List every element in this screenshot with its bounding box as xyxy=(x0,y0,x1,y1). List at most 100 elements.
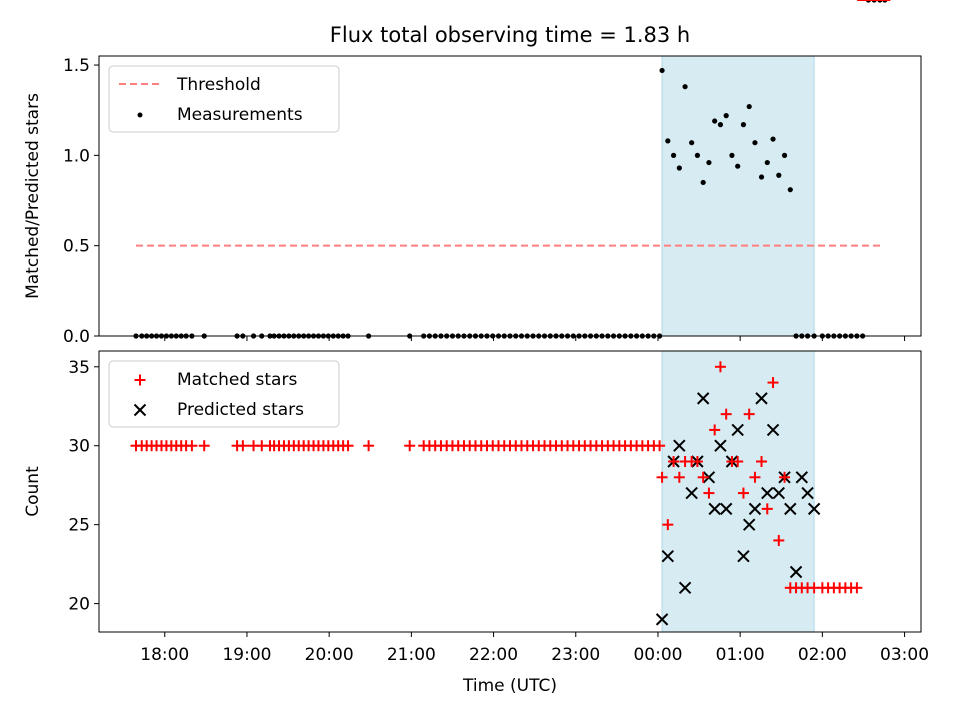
predicted-star-point-b xyxy=(673,439,686,452)
measurement-point xyxy=(735,163,741,169)
predicted-star-point-b xyxy=(714,439,727,452)
measurement-point xyxy=(787,187,793,193)
measurement-point xyxy=(659,67,665,74)
legend-predicted-marker xyxy=(133,403,147,417)
predicted-star-point-b xyxy=(702,471,716,484)
predicted-star-point xyxy=(748,502,762,516)
predicted-star-point-b xyxy=(708,502,721,516)
measurement-point xyxy=(770,136,776,142)
measurement-point xyxy=(694,152,701,158)
ratio-legend: Threshold Measurements xyxy=(108,65,340,133)
legend-predicted-swatch xyxy=(133,403,147,417)
predicted-star-point xyxy=(795,471,809,484)
measurement-point xyxy=(781,152,788,158)
predicted-star-point-b xyxy=(719,502,733,516)
matched-star-point xyxy=(668,456,680,468)
matched-star-point xyxy=(743,408,755,420)
x-tick-label: 21:00 xyxy=(387,645,436,665)
matched-star-point xyxy=(732,456,744,468)
predicted-star-point xyxy=(661,550,675,563)
predicted-star-point-b xyxy=(761,486,774,500)
ratio-panel: 0.0 0.5 1.0 1.5 Matched/Predicted stars Thr… xyxy=(23,0,922,347)
legend-measurements-swatch xyxy=(137,112,143,118)
predicted-star-point xyxy=(708,502,721,516)
measurement-point xyxy=(700,179,706,186)
predicted-star-point xyxy=(742,518,756,531)
matched-star-point xyxy=(756,456,768,468)
predicted-star-point-b xyxy=(807,502,821,516)
matched-star-point xyxy=(404,440,416,452)
x-tick-label: 20:00 xyxy=(305,645,354,665)
predicted-star-point-b xyxy=(755,392,768,405)
count-legend: Matched stars Predicted stars xyxy=(108,360,340,428)
matched-star-point xyxy=(703,487,715,499)
measurement-point xyxy=(752,140,758,146)
matched-star-point xyxy=(198,440,210,452)
legend-matched-label: Matched stars xyxy=(177,370,297,390)
matched-star-point xyxy=(709,424,721,436)
ratio-y-tick-label: 1.5 xyxy=(63,56,90,76)
measurement-point xyxy=(706,159,712,166)
matched-star-point xyxy=(714,361,726,373)
matched-star-point xyxy=(697,471,709,483)
x-tick-label: 02:00 xyxy=(798,645,847,665)
predicted-star-point xyxy=(673,439,686,452)
matched-star-point xyxy=(767,377,779,389)
predicted-star-point xyxy=(714,439,727,452)
measurement-point xyxy=(776,172,782,178)
ratio-panel-frame xyxy=(98,55,922,337)
predicted-star-point-b xyxy=(772,486,786,500)
ratio-y-axis-label: Matched/Predicted stars xyxy=(23,93,43,299)
predicted-star-point xyxy=(772,486,786,500)
predicted-star-point-b xyxy=(748,502,762,516)
measurement-point xyxy=(729,152,735,158)
measurement-point xyxy=(676,165,682,171)
matched-star-point xyxy=(237,440,249,452)
measurement-point xyxy=(764,159,770,166)
count-y-tick-label: 20 xyxy=(68,595,90,615)
predicted-star-point xyxy=(731,423,744,437)
matched-star-point xyxy=(773,534,785,546)
x-tick-label: 19:00 xyxy=(222,645,271,665)
predicted-star-point xyxy=(655,613,669,626)
predicted-star-point-b xyxy=(742,518,756,531)
predicted-star-point-b xyxy=(731,423,744,437)
matched-star-point xyxy=(342,440,354,452)
predicted-star-point-b xyxy=(784,502,797,516)
predicted-star-point xyxy=(766,423,780,437)
measurement-point xyxy=(746,103,752,110)
x-tick-label: 01:00 xyxy=(716,645,765,665)
predicted-star-point xyxy=(761,486,774,500)
measurement-point xyxy=(723,113,729,119)
chart-title: Flux total observing time = 1.83 h xyxy=(330,23,690,47)
predicted-star-point xyxy=(678,581,692,595)
predicted-star-point xyxy=(719,502,733,516)
observing-window xyxy=(661,55,815,337)
x-axis-label: Time (UTC) xyxy=(462,676,557,696)
matched-star-point xyxy=(720,408,732,420)
count-y-tick-label: 35 xyxy=(68,358,90,378)
predicted-star-point xyxy=(789,565,803,579)
matched-star-point xyxy=(761,503,773,515)
legend-matched-marker xyxy=(134,374,146,386)
measurement-point xyxy=(712,118,718,124)
measurement-point xyxy=(665,138,671,144)
ratio-y-tick-label: 0.5 xyxy=(63,237,90,257)
predicted-star-point-b xyxy=(801,486,814,500)
measurement-point xyxy=(758,174,765,180)
matched-star-point xyxy=(673,471,685,483)
predicted-star-point-b xyxy=(789,565,803,579)
predicted-star-point-b xyxy=(655,613,669,626)
predicted-star-point-b xyxy=(661,550,675,563)
predicted-star-point-b xyxy=(696,392,710,405)
legend-measurements-label: Measurements xyxy=(177,105,303,125)
x-tick-label: 23:00 xyxy=(551,645,600,665)
count-y-tick-label: 30 xyxy=(68,437,90,457)
matched-star-point xyxy=(749,471,761,483)
ratio-y-tick-label: 0.0 xyxy=(63,327,90,347)
matched-star-point xyxy=(779,471,791,483)
measurement-point xyxy=(740,122,747,128)
matched-star-point xyxy=(363,440,375,452)
matched-star-point xyxy=(737,487,749,499)
